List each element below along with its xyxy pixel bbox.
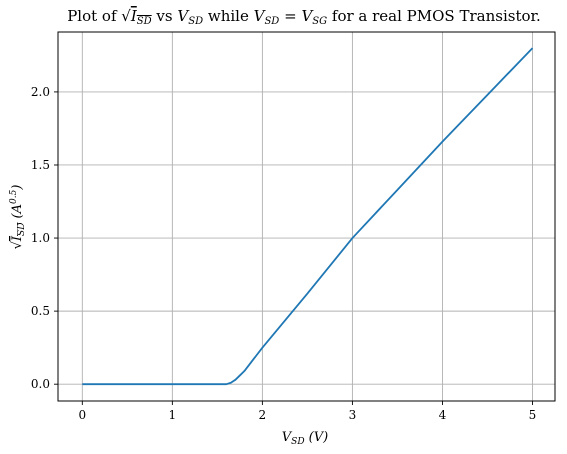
y-axis-label: √ISD (A0.5) bbox=[9, 185, 27, 250]
x-tick-label: 0 bbox=[78, 408, 86, 422]
y-axis-ticks: 0.0 0.5 1.0 1.5 2.0 bbox=[31, 85, 58, 391]
x-tick-label: 3 bbox=[349, 408, 357, 422]
x-tick-label: 1 bbox=[169, 408, 177, 422]
series-line-0 bbox=[82, 47, 534, 386]
plot-frame bbox=[57, 31, 556, 402]
y-tick-label: 2.0 bbox=[31, 85, 50, 99]
y-tick-label: 1.5 bbox=[31, 158, 50, 172]
x-axis-label: VSD (V) bbox=[282, 430, 328, 447]
x-tick-label: 2 bbox=[259, 408, 267, 422]
x-tick-label: 4 bbox=[439, 408, 447, 422]
plot-area bbox=[82, 47, 534, 386]
x-tick-label: 5 bbox=[529, 408, 537, 422]
x-axis-ticks: 0 1 2 3 4 5 bbox=[78, 401, 536, 422]
chart-title: Plot of √ISD vs VSD while VSD = VSG for … bbox=[67, 7, 541, 27]
grid-lines bbox=[58, 32, 555, 401]
y-tick-label: 0.5 bbox=[31, 304, 50, 318]
y-tick-label: 0.0 bbox=[31, 377, 50, 391]
y-tick-label: 1.0 bbox=[31, 231, 50, 245]
